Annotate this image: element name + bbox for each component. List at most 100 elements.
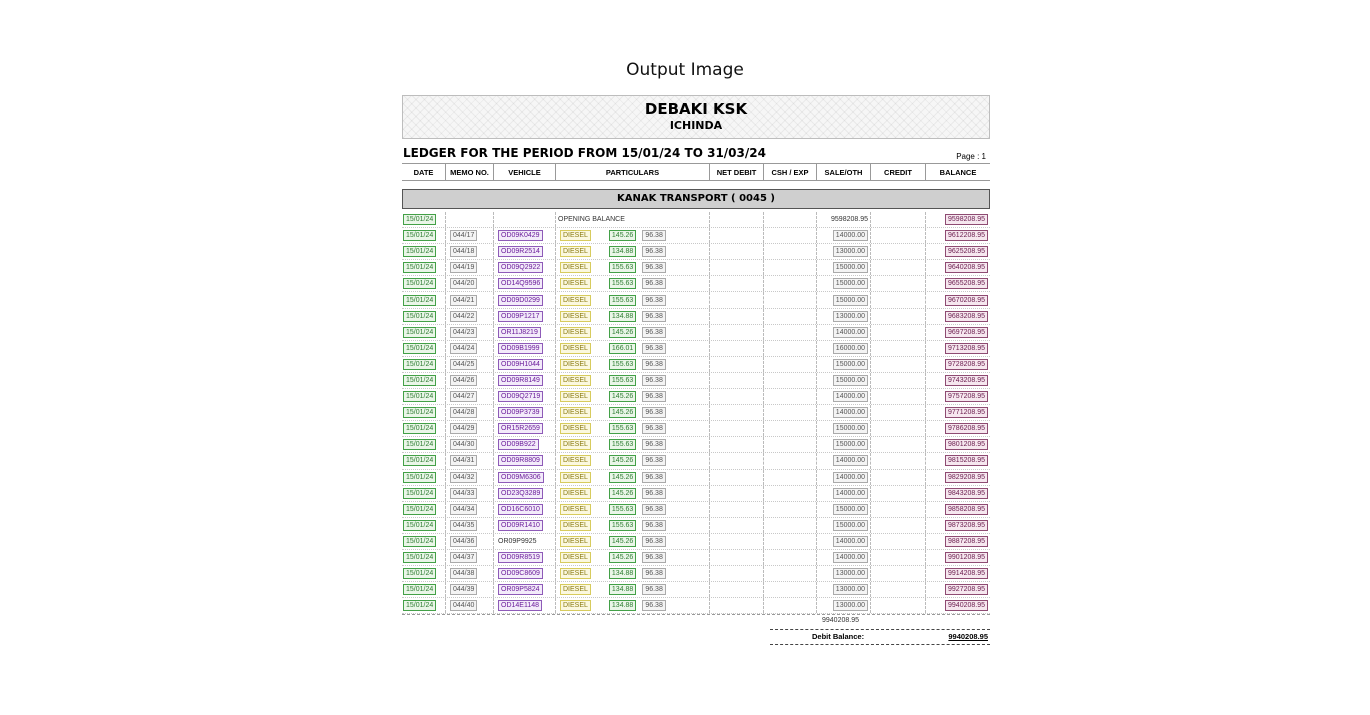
row-vehicle: OD09D0299: [498, 294, 543, 306]
row-vehicle: OD09P1217: [498, 310, 543, 322]
row-sale: 15000.00: [832, 519, 868, 531]
row-item: DIESEL: [560, 535, 591, 547]
row-date: 15/01/24: [403, 487, 437, 499]
row-balance: 9940208.95: [945, 600, 988, 612]
row-sale: 13000.00: [832, 568, 868, 580]
row-rate: 96.38: [642, 326, 666, 338]
row-sale: 14000.00: [832, 552, 868, 564]
row-qty: 155.63: [608, 278, 637, 290]
row-qty: 145.26: [608, 391, 637, 403]
table-row: 15/01/24 044/31 OD09R8809 DIESEL 145.26 96.38…: [402, 453, 990, 470]
row-item: DIESEL: [560, 455, 591, 467]
row-date: 15/01/24: [403, 391, 437, 403]
row-memo: 044/19: [450, 262, 478, 274]
row-qty: 134.88: [608, 246, 637, 258]
row-rate: 96.38: [642, 310, 666, 322]
ledger-document: DEBAKI KSK ICHINDA LEDGER FOR THE PERIOD…: [402, 95, 990, 646]
row-date: 15/01/24: [403, 455, 437, 467]
table-row: 15/01/24 044/36 OR09P9925 DIESEL 145.26 96.38…: [402, 533, 990, 550]
company-banner: DEBAKI KSK ICHINDA: [402, 95, 990, 139]
row-memo: 044/17: [450, 230, 478, 242]
row-memo: 044/27: [450, 391, 478, 403]
row-memo: 044/23: [450, 326, 478, 338]
row-memo: 044/32: [450, 471, 478, 483]
row-rate: 96.38: [642, 455, 666, 467]
row-qty: 155.63: [608, 374, 637, 386]
row-item: DIESEL: [560, 230, 591, 242]
debit-balance-label: Debit Balance:: [812, 632, 865, 642]
table-row: 15/01/24 044/21 OD09D0299 DIESEL 155.63 96.38…: [402, 292, 990, 309]
row-item: DIESEL: [560, 374, 591, 386]
row-sale: 15000.00: [832, 278, 868, 290]
row-item: DIESEL: [560, 471, 591, 483]
row-balance: 9713208.95: [945, 342, 988, 354]
row-sale: 15000.00: [832, 423, 868, 435]
row-qty: 145.26: [608, 407, 637, 419]
row-date: 15/01/24: [403, 568, 437, 580]
row-balance: 9858208.95: [945, 503, 988, 515]
column-header-row: DATE MEMO NO. VEHICLE PARTICULARS NET DE…: [402, 163, 990, 181]
row-memo: 044/20: [450, 278, 478, 290]
row-qty: 134.88: [608, 584, 637, 596]
row-date: 15/01/24: [403, 342, 437, 354]
party-heading: KANAK TRANSPORT ( 0045 ): [402, 189, 990, 209]
row-qty: 145.26: [608, 455, 637, 467]
row-balance: 9655208.95: [945, 278, 988, 290]
row-sale: 15000.00: [832, 262, 868, 274]
row-vehicle: OD09C8609: [498, 568, 543, 580]
row-memo: 044/22: [450, 310, 478, 322]
row-rate: 96.38: [642, 487, 666, 499]
row-vehicle: OD14E1148: [498, 600, 543, 612]
debit-balance-box: Debit Balance: 9940208.95: [770, 629, 990, 646]
table-row: 15/01/24 044/19 OD09Q2922 DIESEL 155.63 96.38…: [402, 260, 990, 277]
row-qty: 155.63: [608, 503, 637, 515]
row-balance: 9598208.95: [945, 214, 988, 226]
row-memo: 044/33: [450, 487, 478, 499]
row-vehicle: OD09B1999: [498, 342, 543, 354]
row-vehicle: OD09P3739: [498, 407, 543, 419]
row-balance: 9843208.95: [945, 487, 988, 499]
row-date: 15/01/24: [403, 552, 437, 564]
row-date: 15/01/24: [403, 519, 437, 531]
row-vehicle: OD09R8149: [498, 374, 543, 386]
col-sale-oth: SALE/OTH: [817, 164, 871, 180]
row-item: DIESEL: [560, 391, 591, 403]
row-date: 15/01/24: [403, 600, 437, 612]
table-row: 15/01/24 044/22 OD09P1217 DIESEL 134.88 96.38…: [402, 308, 990, 325]
table-row: 15/01/24 044/24 OD09B1999 DIESEL 166.01 96.38…: [402, 340, 990, 357]
row-date: 15/01/24: [403, 246, 437, 258]
row-sale: 14000.00: [832, 535, 868, 547]
row-memo: 044/39: [450, 584, 478, 596]
grand-total: 9940208.95: [822, 617, 859, 625]
row-memo: 044/38: [450, 568, 478, 580]
row-qty: 145.26: [608, 552, 637, 564]
row-balance: 9640208.95: [945, 262, 988, 274]
row-qty: 155.63: [608, 262, 637, 274]
row-balance: 9697208.95: [945, 326, 988, 338]
row-vehicle: OR09P5824: [498, 584, 543, 596]
row-vehicle: OD09B922: [498, 439, 539, 451]
table-row: 15/01/24 044/38 OD09C8609 DIESEL 134.88 96.38…: [402, 566, 990, 583]
row-date: 15/01/24: [403, 326, 437, 338]
row-sale: 15000.00: [832, 294, 868, 306]
table-row: 15/01/24 044/35 OD09R1410 DIESEL 155.63 96.38…: [402, 517, 990, 534]
row-balance: 9815208.95: [945, 455, 988, 467]
row-memo: 044/18: [450, 246, 478, 258]
row-memo: 044/26: [450, 374, 478, 386]
row-rate: 96.38: [642, 374, 666, 386]
table-row: 15/01/24 044/34 OD16C6010 DIESEL 155.63 96.38…: [402, 501, 990, 518]
row-item: DIESEL: [560, 439, 591, 451]
row-balance: 9612208.95: [945, 230, 988, 242]
row-item: DIESEL: [560, 342, 591, 354]
col-net-debit: NET DEBIT: [710, 164, 764, 180]
table-row: 15/01/24 044/26 OD09R8149 DIESEL 155.63 96.38…: [402, 372, 990, 390]
row-qty: 166.01: [608, 342, 637, 354]
row-item: DIESEL: [560, 503, 591, 515]
row-balance: 9901208.95: [945, 552, 988, 564]
row-item: DIESEL: [560, 600, 591, 612]
row-balance: 9743208.95: [945, 374, 988, 386]
row-item: DIESEL: [560, 552, 591, 564]
table-row: 15/01/24 044/17 OD09K0429 DIESEL 145.26 96.38…: [402, 228, 990, 245]
row-rate: 96.38: [642, 519, 666, 531]
col-memo: MEMO NO.: [446, 164, 494, 180]
